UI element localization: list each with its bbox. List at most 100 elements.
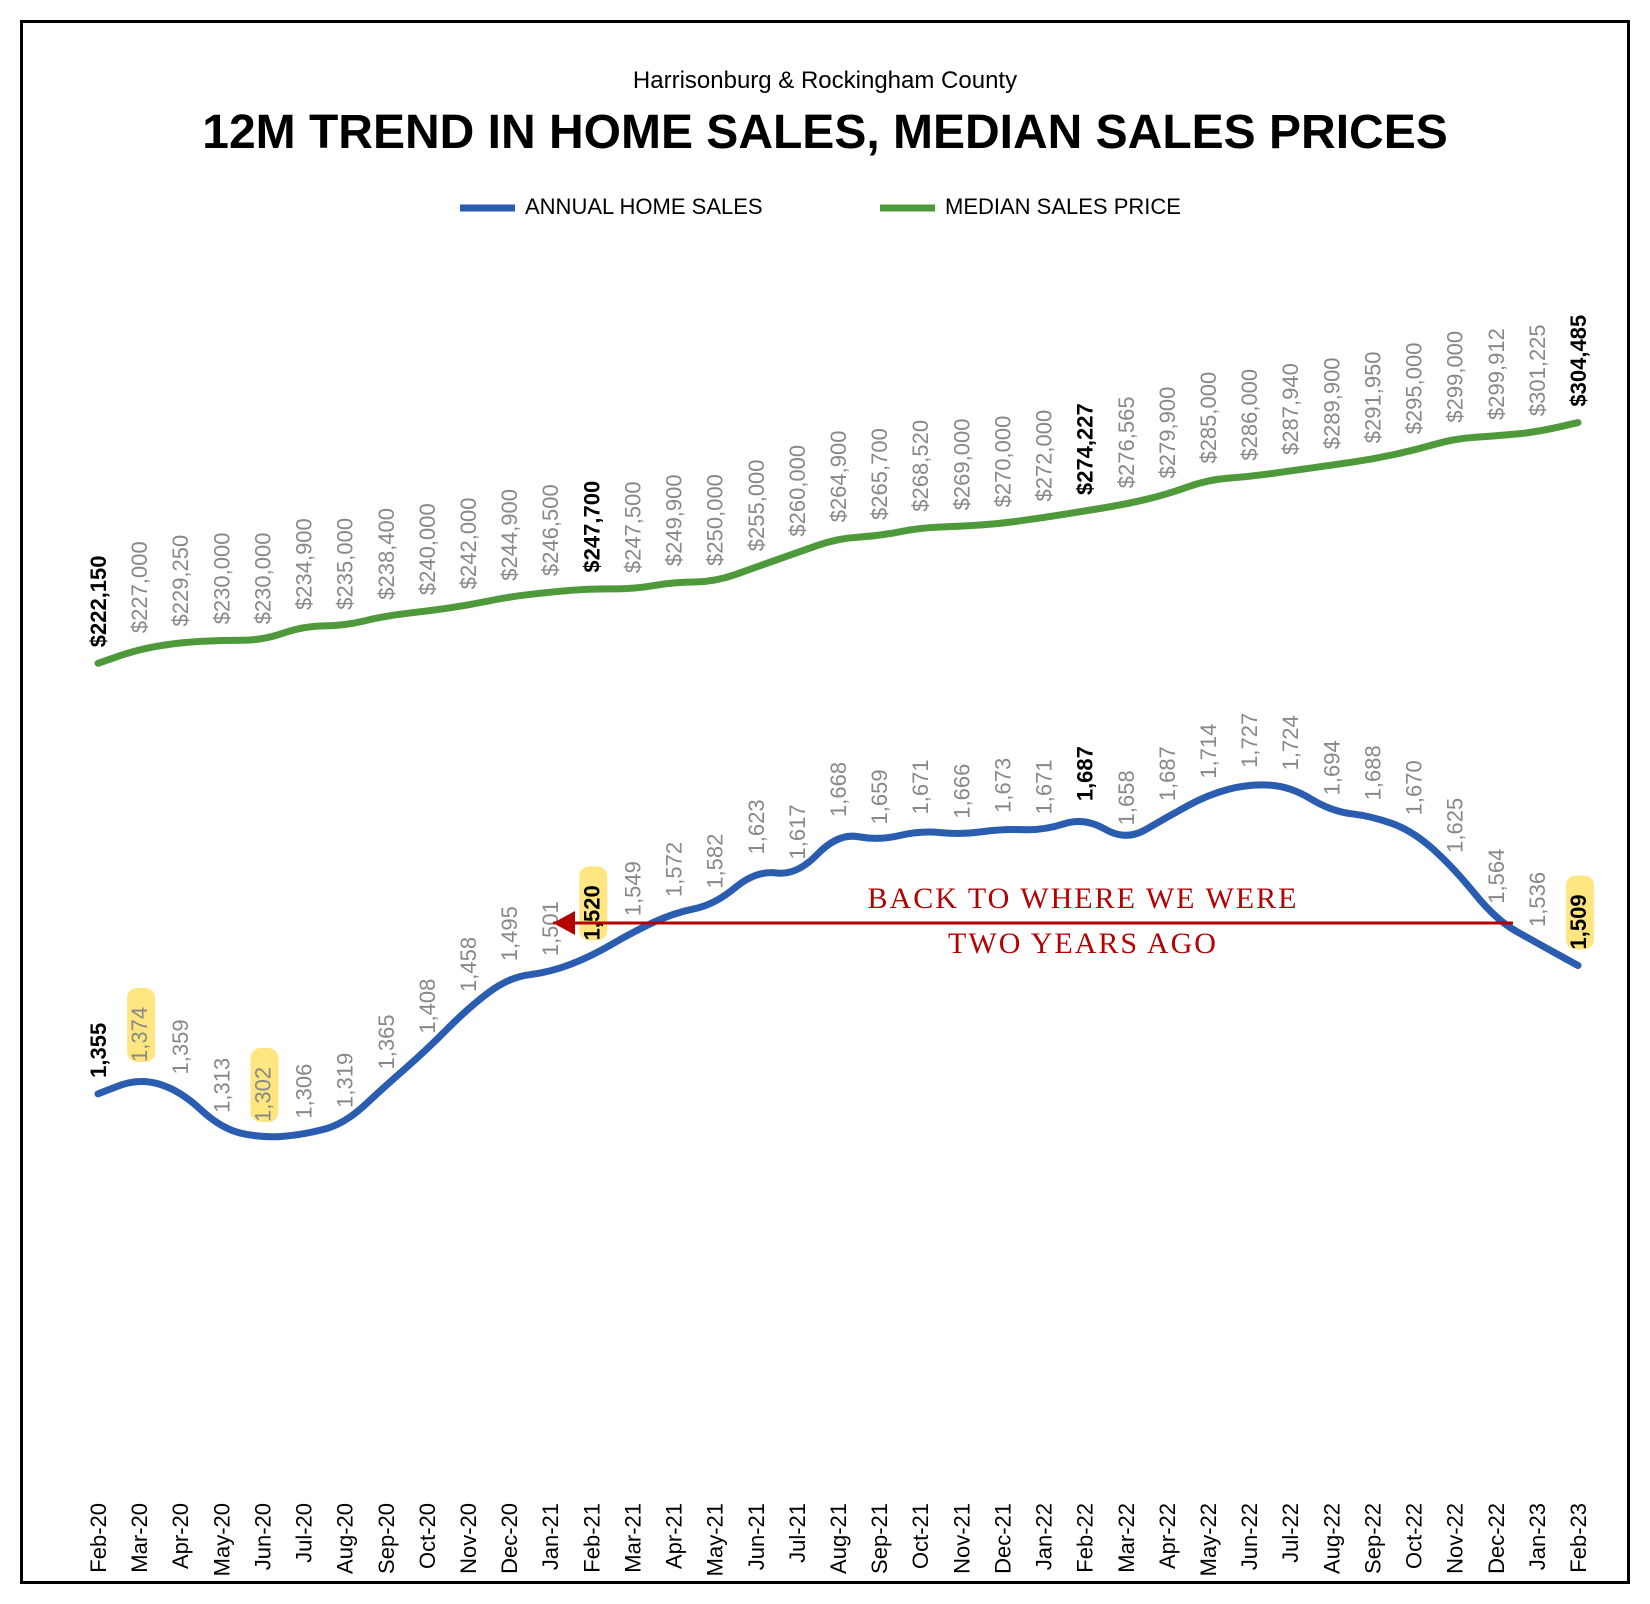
price-data-label: $304,485 [1566,315,1591,407]
price-data-label: $286,000 [1237,369,1262,461]
x-axis-label: Aug-21 [826,1503,851,1574]
chart-svg: Harrisonburg & Rockingham County 12M TREN… [23,23,1627,1581]
price-data-label: $255,000 [744,459,769,551]
sales-data-label: 1,564 [1484,849,1509,904]
x-axis-label: Oct-22 [1402,1503,1427,1569]
x-axis-label: Oct-20 [415,1503,440,1569]
sales-data-label: 1,374 [127,1007,152,1062]
x-axis-label: Jul-21 [785,1503,810,1563]
sales-data-label: 1,687 [1155,746,1180,801]
sales-data-label: 1,582 [703,834,728,889]
sales-data-label: 1,671 [1032,759,1057,814]
x-axis-label: Jul-22 [1278,1503,1303,1563]
price-data-label: $289,900 [1319,357,1344,449]
x-axis-label: Dec-22 [1484,1503,1509,1574]
price-data-label: $247,700 [579,481,604,573]
price-data-label: $260,000 [785,445,810,537]
chart-title: 12M TREND IN HOME SALES, MEDIAN SALES PR… [202,106,1448,159]
price-data-label: $244,900 [497,489,522,581]
x-axis-label: Sep-22 [1360,1503,1385,1574]
price-data-label: $268,520 [908,420,933,512]
sales-data-label: 1,658 [1114,770,1139,825]
sales-data-label: 1,408 [415,979,440,1034]
legend-sales-label: ANNUAL HOME SALES [525,194,763,219]
price-data-label: $230,000 [250,533,275,625]
x-axis-label: Jun-21 [744,1503,769,1570]
sales-data-label: 1,365 [374,1014,399,1069]
x-axis-label: Apr-22 [1155,1503,1180,1569]
price-data-label: $242,000 [456,497,481,589]
sales-data-label: 1,355 [86,1023,111,1078]
price-data-label: $249,900 [662,474,687,566]
x-axis-label: Jun-22 [1237,1503,1262,1570]
x-axis-label: Nov-20 [456,1503,481,1574]
price-data-label: $279,900 [1155,387,1180,479]
x-axis-label: Jan-23 [1525,1503,1550,1570]
price-data-label: $240,000 [415,503,440,595]
price-data-label: $299,000 [1443,331,1468,423]
price-data-label: $264,900 [826,431,851,523]
x-axis-label: Jan-21 [538,1503,563,1570]
sales-data-label: 1,694 [1319,740,1344,795]
annotation-line2: TWO YEARS AGO [948,927,1218,960]
price-data-label: $274,227 [1073,403,1098,495]
sales-data-label: 1,302 [250,1067,275,1122]
price-data-label: $250,000 [703,474,728,566]
sales-data-label: 1,617 [785,804,810,859]
sales-data-labels: 1,3551,3741,3591,3131,3021,3061,3191,365… [86,713,1591,1122]
x-axis-label: Aug-22 [1319,1503,1344,1574]
price-data-label: $269,000 [949,419,974,511]
x-axis-label: Sep-21 [867,1503,892,1574]
x-axis-label: Apr-21 [662,1503,687,1569]
x-axis-label: Feb-23 [1566,1503,1591,1573]
x-axis-label: Sep-20 [374,1503,399,1574]
price-data-label: $246,500 [538,484,563,576]
x-axis-label: Jul-20 [292,1503,317,1563]
x-axis-label: Mar-20 [127,1503,152,1573]
x-axis-label: Jan-22 [1032,1503,1057,1570]
sales-data-label: 1,549 [620,861,645,916]
price-data-label: $287,940 [1278,363,1303,455]
price-data-label: $291,950 [1360,351,1385,443]
sales-data-label: 1,659 [867,769,892,824]
price-data-labels: $222,150$227,000$229,250$230,000$230,000… [86,315,1591,647]
x-axis-label: Feb-20 [86,1503,111,1573]
x-axis-label: May-20 [209,1503,234,1576]
sales-data-label: 1,319 [333,1053,358,1108]
sales-data-label: 1,666 [949,764,974,819]
price-data-label: $222,150 [86,555,111,647]
x-axis-label: Aug-20 [333,1503,358,1574]
price-data-label: $238,400 [374,508,399,600]
sales-data-label: 1,520 [579,885,604,940]
sales-data-label: 1,670 [1402,760,1427,815]
legend: ANNUAL HOME SALESMEDIAN SALES PRICE [460,194,1181,219]
x-axis-label: Apr-20 [168,1503,193,1569]
price-data-label: $270,000 [990,416,1015,508]
price-data-label: $247,500 [620,481,645,573]
sales-data-label: 1,724 [1278,715,1303,770]
x-axis-label: Feb-21 [579,1503,604,1573]
price-data-label: $227,000 [127,541,152,633]
sales-data-label: 1,688 [1360,745,1385,800]
price-data-label: $272,000 [1032,410,1057,502]
x-axis-label: Feb-22 [1073,1503,1098,1573]
annotation: BACK TO WHERE WE WERETWO YEARS AGO [553,882,1513,960]
x-axis-label: May-21 [703,1503,728,1576]
price-data-label: $235,000 [333,518,358,610]
sales-data-label: 1,623 [744,799,769,854]
sales-data-label: 1,306 [292,1064,317,1119]
chart-container: Harrisonburg & Rockingham County 12M TREN… [0,0,1650,1604]
chart-subtitle: Harrisonburg & Rockingham County [633,67,1017,94]
price-data-label: $265,700 [867,428,892,520]
sales-data-label: 1,673 [990,758,1015,813]
price-data-label: $276,565 [1114,396,1139,488]
x-axis-labels: Feb-20Mar-20Apr-20May-20Jun-20Jul-20Aug-… [86,1503,1591,1576]
sales-data-label: 1,727 [1237,713,1262,768]
sales-data-label: 1,536 [1525,872,1550,927]
chart-border: Harrisonburg & Rockingham County 12M TREN… [20,20,1630,1584]
x-axis-label: Mar-21 [620,1503,645,1573]
x-axis-label: Nov-22 [1443,1503,1468,1574]
sales-data-label: 1,668 [826,762,851,817]
sales-data-label: 1,509 [1566,894,1591,949]
sales-data-label: 1,572 [662,842,687,897]
